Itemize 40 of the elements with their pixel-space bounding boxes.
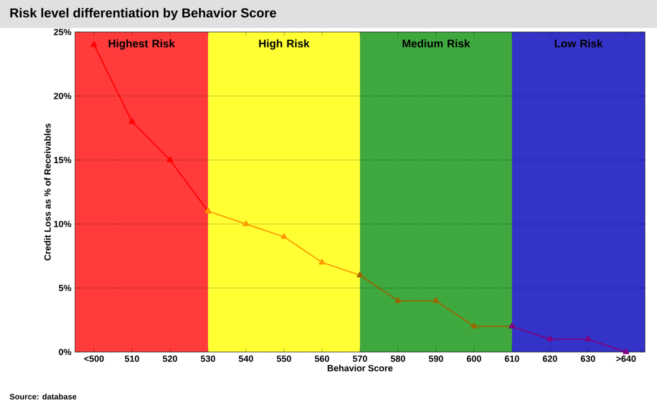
x-tick-label: 630 [580,356,596,362]
point [280,233,288,239]
y-tick-label: 5% [58,284,72,292]
point [128,118,136,124]
x-tick-label: 590 [428,356,444,362]
x-tick-label: 620 [542,356,558,362]
x-tick-label: 510 [124,356,140,362]
band-label: Low Risk [554,39,603,48]
y-tick-label: 15% [54,156,72,164]
x-tick-label: <500 [84,356,104,362]
point [166,156,174,162]
y-tick-label: 0% [58,348,72,356]
x-tick-label: 560 [314,356,330,362]
band-label: Medium Risk [402,39,470,48]
point [394,297,402,303]
x-tick-label: 540 [238,356,254,362]
chart-title: Risk level differentiation by Behavior Score [10,8,276,20]
x-tick-label: 600 [466,356,482,362]
x-tick-label: 570 [352,356,368,362]
x-tick-label: 610 [504,356,520,362]
y-tick-label: 20% [54,92,72,100]
band-label: Highest Risk [108,39,176,50]
y-tick-label: 25% [54,28,72,36]
point [470,322,478,328]
band-label: High Risk [259,39,310,50]
x-tick-label: 520 [162,356,178,362]
point [584,336,592,342]
x-axis-title: Behavior Score [328,364,393,372]
x-tick-label: 580 [390,356,406,362]
point [546,336,554,342]
y-axis-title: Credit Loss as % of Receivables [44,124,51,260]
point [432,297,440,303]
point [318,258,326,264]
point [622,348,630,354]
x-tick-label: 550 [276,356,292,362]
y-tick-label: 10% [54,220,72,228]
point [242,220,250,226]
x-tick-label: >640 [616,356,636,362]
x-tick-label: 530 [200,356,216,362]
point [90,41,98,47]
